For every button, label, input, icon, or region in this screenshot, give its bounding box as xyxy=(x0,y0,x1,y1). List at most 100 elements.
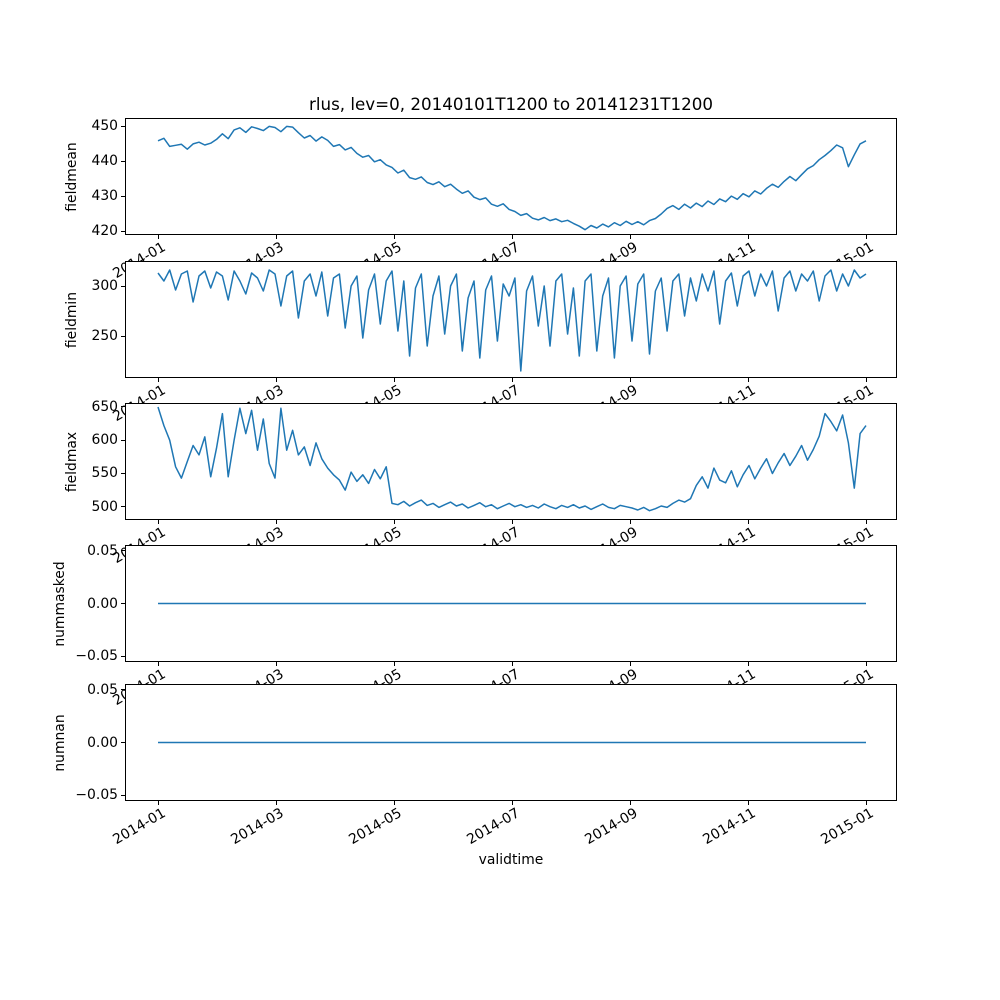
y-axis-label-numnan: numnan xyxy=(52,713,68,772)
x-tick-mark xyxy=(747,235,749,239)
data-line-fieldmin xyxy=(157,269,867,372)
y-tick-label: 440 xyxy=(91,153,118,170)
y-tick-mark xyxy=(121,794,125,796)
y-tick-label: 450 xyxy=(91,118,118,135)
x-tick-label: 2015-01 xyxy=(818,805,877,849)
y-tick-mark xyxy=(121,195,125,197)
x-tick-mark xyxy=(511,378,513,382)
x-tick-mark xyxy=(275,235,277,239)
x-tick-mark xyxy=(275,520,277,524)
y-tick-label: 250 xyxy=(91,328,118,344)
y-tick-label: 600 xyxy=(91,432,118,449)
data-line-fieldmax xyxy=(157,406,867,512)
x-tick-mark xyxy=(629,378,631,382)
x-tick-mark xyxy=(747,662,749,666)
y-tick-mark xyxy=(121,230,125,232)
x-tick-mark xyxy=(275,801,277,805)
axes-frame xyxy=(125,545,897,662)
x-tick-mark xyxy=(865,801,867,805)
x-tick-mark xyxy=(865,378,867,382)
y-tick-mark xyxy=(121,655,125,657)
x-tick-mark xyxy=(511,520,513,524)
data-line-fieldmean xyxy=(157,125,867,231)
x-tick-label: 2014-11 xyxy=(700,805,759,849)
x-tick-label: 2014-07 xyxy=(464,805,523,849)
plot-svg-nummasked xyxy=(125,545,897,662)
y-tick-label: 420 xyxy=(91,223,118,240)
y-tick-mark xyxy=(121,439,125,441)
y-tick-label: 0.00 xyxy=(87,595,118,612)
y-tick-mark xyxy=(121,285,125,287)
x-tick-mark xyxy=(629,235,631,239)
x-tick-mark xyxy=(157,662,159,666)
x-tick-mark xyxy=(865,520,867,524)
x-tick-mark xyxy=(747,520,749,524)
x-tick-label: 2014-01 xyxy=(110,805,169,849)
y-tick-mark xyxy=(121,406,125,408)
x-axis-label: validtime xyxy=(478,852,544,868)
x-tick-mark xyxy=(157,520,159,524)
x-tick-mark xyxy=(747,801,749,805)
x-tick-mark xyxy=(865,235,867,239)
y-tick-mark xyxy=(121,472,125,474)
x-tick-mark xyxy=(157,235,159,239)
y-tick-label: 0.00 xyxy=(87,734,118,751)
y-tick-mark xyxy=(121,125,125,127)
y-tick-label: 650 xyxy=(91,398,118,415)
y-tick-mark xyxy=(121,160,125,162)
x-tick-mark xyxy=(747,378,749,382)
x-tick-label: 2014-05 xyxy=(346,805,405,849)
x-tick-mark xyxy=(511,801,513,805)
plot-area-numnan xyxy=(125,684,897,801)
y-tick-label: 550 xyxy=(91,465,118,482)
y-tick-mark xyxy=(121,506,125,508)
axes-frame xyxy=(125,684,897,801)
x-tick-mark xyxy=(393,801,395,805)
plot-svg-numnan xyxy=(125,684,897,801)
y-tick-label: 300 xyxy=(91,278,118,294)
plot-svg-fieldmax xyxy=(125,403,897,520)
plot-area-fieldmin xyxy=(125,261,897,378)
x-tick-mark xyxy=(393,235,395,239)
plot-area-fieldmax xyxy=(125,403,897,520)
x-tick-mark xyxy=(629,801,631,805)
x-tick-mark xyxy=(511,662,513,666)
x-tick-label: 2014-09 xyxy=(582,805,641,849)
x-tick-mark xyxy=(511,235,513,239)
plot-svg-fieldmean xyxy=(125,118,897,235)
x-tick-mark xyxy=(865,662,867,666)
y-tick-mark xyxy=(121,335,125,337)
x-tick-mark xyxy=(393,378,395,382)
x-tick-mark xyxy=(275,662,277,666)
x-tick-mark xyxy=(629,662,631,666)
plot-svg-fieldmin xyxy=(125,261,897,378)
axes-frame xyxy=(125,403,897,520)
x-tick-label: 2014-03 xyxy=(228,805,287,849)
y-tick-label: 500 xyxy=(91,498,118,515)
y-tick-mark xyxy=(121,603,125,604)
y-tick-label: 0.05 xyxy=(87,681,118,698)
plot-area-nummasked xyxy=(125,545,897,662)
x-tick-mark xyxy=(393,520,395,524)
x-tick-mark xyxy=(629,520,631,524)
x-tick-mark xyxy=(157,378,159,382)
axes-frame xyxy=(125,261,897,378)
y-tick-label: −0.05 xyxy=(75,787,118,803)
y-tick-mark xyxy=(121,550,125,552)
x-tick-mark xyxy=(393,662,395,666)
x-tick-mark xyxy=(157,801,159,805)
y-tick-mark xyxy=(121,689,125,691)
y-tick-label: 0.05 xyxy=(87,542,118,559)
plot-area-fieldmean xyxy=(125,118,897,235)
chart-title: rlus, lev=0, 20140101T1200 to 20141231T1… xyxy=(309,94,713,114)
y-tick-mark xyxy=(121,742,125,743)
y-tick-label: −0.05 xyxy=(75,648,118,664)
x-tick-mark xyxy=(275,378,277,382)
axes-frame xyxy=(125,118,897,235)
